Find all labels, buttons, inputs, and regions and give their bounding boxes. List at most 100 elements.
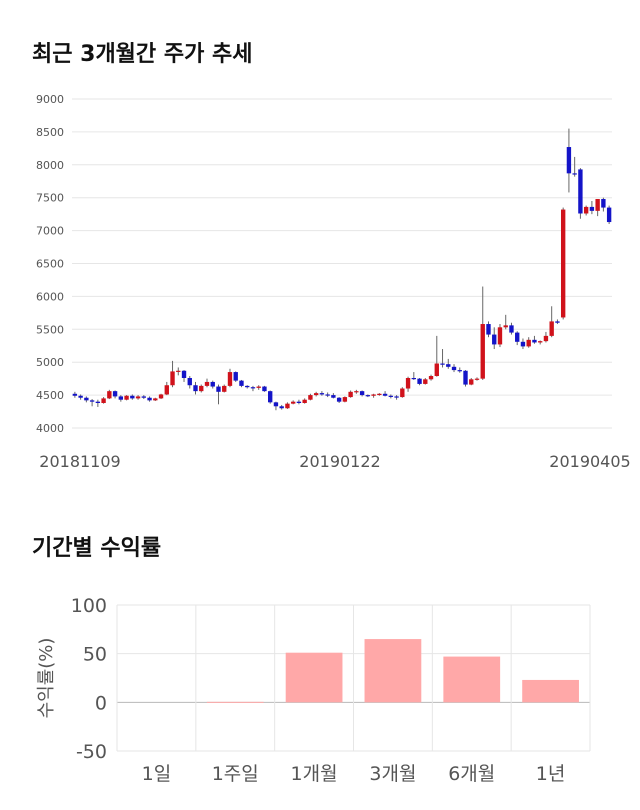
candle-body: [135, 396, 141, 399]
returns-chart-y-ticks: -50 0 50 100: [71, 595, 107, 763]
return-bar: [443, 656, 501, 703]
candle: [250, 385, 256, 392]
candle: [319, 391, 325, 396]
candle: [405, 376, 411, 392]
candle-body: [285, 403, 290, 409]
price-chart-y-ticks: 4000 4500 5000 5500 6000 6500 7000 7500 8000 8500…: [36, 93, 64, 435]
candle-body: [354, 391, 359, 393]
candle: [601, 197, 606, 212]
candle-body: [170, 371, 175, 386]
candle: [543, 331, 549, 343]
candle-body: [313, 393, 319, 396]
y-tick-label: 9000: [36, 93, 64, 106]
candle: [595, 199, 600, 217]
candle-body: [417, 378, 422, 384]
y-tick-label: -50: [76, 741, 107, 763]
candle-body: [279, 406, 284, 409]
price-chart-gridlines: [72, 98, 612, 429]
candle: [566, 128, 572, 193]
candle: [417, 377, 422, 386]
candle-body: [112, 391, 118, 397]
candle-body: [583, 206, 589, 214]
candle: [555, 319, 560, 325]
candle-body: [578, 169, 583, 214]
candle: [285, 402, 290, 409]
candle: [382, 391, 388, 397]
candle-body: [130, 395, 135, 399]
candle: [193, 381, 198, 395]
candle: [371, 393, 376, 398]
return-bar: [364, 639, 422, 703]
returns-chart-bars: [206, 639, 579, 703]
candle: [78, 394, 83, 400]
candle: [308, 393, 313, 401]
candle: [520, 338, 526, 350]
candle: [348, 390, 353, 398]
candle-body: [474, 378, 480, 380]
candle-body: [210, 381, 215, 387]
candle-body: [101, 398, 106, 403]
candle-body: [359, 391, 365, 396]
returns-title: 기간별 수익률: [32, 536, 162, 561]
candle: [428, 374, 434, 381]
y-tick-label: 6500: [36, 258, 64, 271]
candle-body: [566, 147, 572, 174]
candle: [583, 205, 589, 216]
candle: [492, 327, 497, 350]
candle: [181, 370, 187, 382]
returns-chart-y-label: 수익률(%): [36, 638, 57, 719]
candle-body: [549, 321, 554, 336]
x-tick-label: 1일: [142, 763, 172, 785]
candle-body: [290, 401, 296, 404]
candle: [446, 358, 451, 369]
candle-body: [411, 377, 416, 380]
candle: [400, 387, 405, 398]
candle: [509, 322, 514, 335]
candle: [497, 324, 503, 348]
candle-body: [233, 372, 238, 381]
candle-body: [273, 402, 279, 407]
candle-body: [520, 341, 526, 347]
candle-body: [204, 381, 210, 386]
candle-body: [256, 386, 261, 388]
candle: [325, 392, 330, 398]
candle: [354, 389, 359, 394]
candle-body: [342, 397, 348, 402]
candle-body: [503, 325, 508, 328]
candle-body: [118, 396, 124, 400]
candle: [423, 377, 428, 385]
candle: [216, 384, 221, 405]
y-tick-label: 0: [95, 692, 107, 714]
candle: [377, 393, 382, 396]
candle: [141, 395, 146, 400]
candle: [204, 378, 210, 388]
candle: [331, 393, 336, 399]
candle: [124, 395, 129, 401]
candle: [480, 286, 485, 380]
candle: [451, 364, 457, 373]
candle-body: [451, 366, 457, 371]
candle: [486, 321, 491, 338]
candle: [388, 394, 394, 399]
candle: [245, 385, 250, 389]
candle-body: [543, 335, 549, 342]
price-chart-candles: [72, 128, 612, 411]
y-tick-label: 100: [71, 595, 107, 617]
candle-body: [606, 207, 612, 223]
candle-body: [72, 393, 78, 396]
candle: [578, 168, 583, 219]
candle-body: [589, 206, 595, 211]
y-tick-label: 7500: [36, 192, 64, 205]
candle-body: [319, 393, 325, 395]
candle-body: [107, 391, 112, 399]
candle-body: [222, 385, 227, 392]
candle-body: [595, 199, 600, 211]
candle: [302, 398, 307, 404]
candle-body: [423, 379, 428, 384]
candle-body: [463, 370, 468, 385]
y-axis-label: 수익률(%): [36, 638, 57, 719]
candle-body: [348, 391, 353, 398]
candle: [187, 376, 192, 389]
candle: [313, 391, 319, 397]
candle-body: [469, 379, 474, 385]
